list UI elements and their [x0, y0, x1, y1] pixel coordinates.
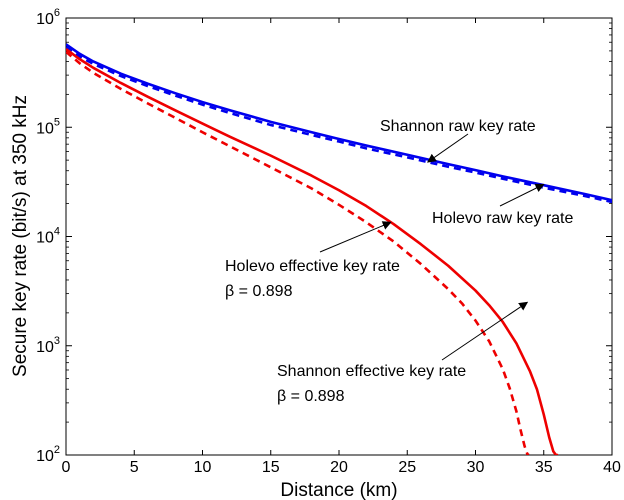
y-tick-label: 102	[36, 444, 60, 465]
y-tick-label: 105	[36, 116, 60, 137]
y-tick-base: 10	[36, 120, 54, 137]
x-tick-label: 25	[398, 459, 416, 476]
y-tick-base: 10	[36, 448, 54, 465]
y-tick-exponent: 2	[54, 444, 60, 456]
y-tick-exponent: 4	[54, 226, 60, 238]
y-tick-base: 10	[36, 339, 54, 356]
x-tick-label: 35	[535, 459, 553, 476]
x-tick-label: 15	[262, 459, 280, 476]
x-axis-label: Distance (km)	[280, 480, 397, 500]
y-tick-exponent: 5	[54, 116, 60, 128]
y-tick-label: 104	[36, 226, 60, 247]
y-tick-exponent: 6	[54, 7, 60, 19]
annotation-beta-label: β = 0.898	[225, 283, 293, 300]
x-tick-label: 20	[330, 459, 348, 476]
y-tick-label: 103	[36, 335, 60, 356]
x-tick-label: 0	[62, 459, 71, 476]
x-tick-label: 30	[467, 459, 485, 476]
annotation-label: Holevo effective key rate	[225, 258, 400, 275]
y-tick-label: 106	[36, 7, 60, 28]
x-tick-label: 5	[130, 459, 139, 476]
y-tick-base: 10	[36, 230, 54, 247]
annotation-label: Shannon effective key rate	[277, 363, 466, 380]
x-tick-label: 10	[194, 459, 212, 476]
y-axis-label: Secure key rate (bit/s) at 350 kHz	[10, 95, 31, 377]
annotation-beta-label: β = 0.898	[277, 388, 345, 405]
annotation-label: Shannon raw key rate	[380, 118, 536, 135]
x-tick-label: 40	[603, 459, 621, 476]
y-tick-base: 10	[36, 11, 54, 28]
annotation-label: Holevo raw key rate	[432, 210, 573, 227]
y-tick-exponent: 3	[54, 335, 60, 347]
